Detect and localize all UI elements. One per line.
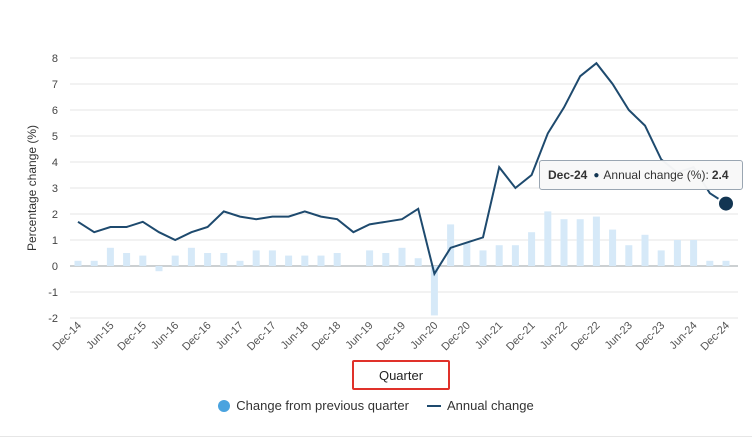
x-tick-label: Dec-20: [439, 320, 473, 354]
bar-mark: [106, 247, 114, 266]
x-tick-label: Dec-15: [115, 320, 149, 354]
bar-mark: [511, 245, 519, 266]
bar-mark: [123, 253, 131, 266]
y-tick-label: -2: [48, 313, 58, 325]
y-tick-label: 1: [52, 235, 58, 247]
bar-mark: [576, 219, 584, 266]
x-tick-label: Dec-24: [699, 320, 733, 354]
bar-mark: [252, 250, 260, 266]
x-tick-label: Dec-17: [245, 320, 279, 354]
chart-legend: Change from previous quarter Annual chan…: [0, 398, 752, 413]
bar-mark: [317, 255, 325, 266]
x-tick-label: Jun-22: [538, 320, 570, 352]
bar-mark: [463, 242, 471, 266]
bar-mark: [657, 250, 665, 266]
bar-mark: [398, 247, 406, 266]
bar-mark: [204, 253, 212, 266]
x-tick-label: Dec-19: [375, 320, 409, 354]
bar-mark: [673, 240, 681, 266]
bar-mark: [495, 245, 503, 266]
bar-mark: [430, 266, 438, 316]
y-tick-label: 8: [52, 53, 58, 65]
bar-mark: [641, 234, 649, 266]
y-tick-label: 6: [52, 105, 58, 117]
x-tick-label: Jun-24: [667, 320, 699, 352]
legend-item-line-series[interactable]: Annual change: [426, 398, 534, 413]
bar-mark: [171, 255, 179, 266]
bar-mark: [139, 255, 147, 266]
bar-mark: [366, 250, 374, 266]
tooltip-series-label: Annual change (%):: [603, 168, 709, 182]
x-tick-label: Dec-18: [310, 320, 344, 354]
x-tick-label: Jun-15: [84, 320, 116, 352]
bar-mark: [333, 253, 341, 266]
x-tick-label: Jun-20: [408, 320, 440, 352]
legend-label-line: Annual change: [446, 398, 534, 413]
bar-mark: [414, 258, 422, 266]
bar-mark: [236, 260, 244, 266]
bar-mark: [625, 245, 633, 266]
bar-mark: [301, 255, 309, 266]
bar-mark: [74, 260, 82, 266]
x-tick-label: Jun-23: [603, 320, 635, 352]
x-tick-label: Dec-16: [180, 320, 214, 354]
highlighted-point: [717, 194, 735, 213]
bar-mark: [722, 260, 730, 266]
legend-line-icon: [426, 404, 441, 407]
x-tick-label: Dec-21: [504, 320, 538, 354]
y-axis-title: Percentage change (%): [25, 125, 39, 251]
legend-item-bar-series[interactable]: Change from previous quarter: [218, 398, 409, 413]
y-tick-label: 0: [52, 261, 58, 273]
bar-mark: [706, 260, 714, 266]
x-tick-label: Dec-22: [569, 320, 603, 354]
x-tick-label: Jun-19: [343, 320, 375, 352]
bar-mark: [155, 266, 163, 272]
legend-label-bar: Change from previous quarter: [236, 398, 409, 413]
bar-mark: [690, 240, 698, 266]
annual-change-line: [77, 61, 727, 277]
y-tick-label: 2: [52, 209, 58, 221]
legend-dot-icon: [218, 399, 231, 412]
bar-mark: [90, 260, 98, 266]
bar-mark: [592, 216, 600, 266]
bar-mark: [382, 253, 390, 266]
bar-mark: [268, 250, 276, 266]
bar-mark: [187, 247, 195, 266]
bar-mark: [220, 253, 228, 266]
y-tick-label: 7: [52, 79, 58, 91]
bar-mark: [528, 232, 536, 266]
x-tick-label: Jun-21: [473, 320, 505, 352]
y-tick-label: 5: [52, 131, 58, 143]
x-tick-label: Jun-17: [214, 320, 246, 352]
x-tick-label: Jun-18: [279, 320, 311, 352]
y-tick-label: -1: [48, 287, 58, 299]
tooltip-date: Dec-24: [548, 168, 588, 182]
x-tick-label: Jun-16: [149, 320, 181, 352]
bar-mark: [285, 255, 293, 266]
x-tick-label: Dec-23: [634, 320, 668, 354]
bar-mark: [544, 211, 552, 266]
tooltip-value: 2.4: [711, 168, 729, 182]
bar-mark: [447, 224, 455, 266]
bar-mark: [560, 219, 568, 266]
bar-mark: [479, 250, 487, 266]
y-tick-label: 4: [52, 157, 58, 169]
x-axis-title: Quarter: [352, 360, 450, 390]
bar-mark: [609, 229, 617, 266]
chart-tooltip: Dec-24 ● Annual change (%): 2.4: [539, 160, 743, 190]
tooltip-dot-icon: ●: [593, 169, 600, 181]
y-tick-label: 3: [52, 183, 58, 195]
